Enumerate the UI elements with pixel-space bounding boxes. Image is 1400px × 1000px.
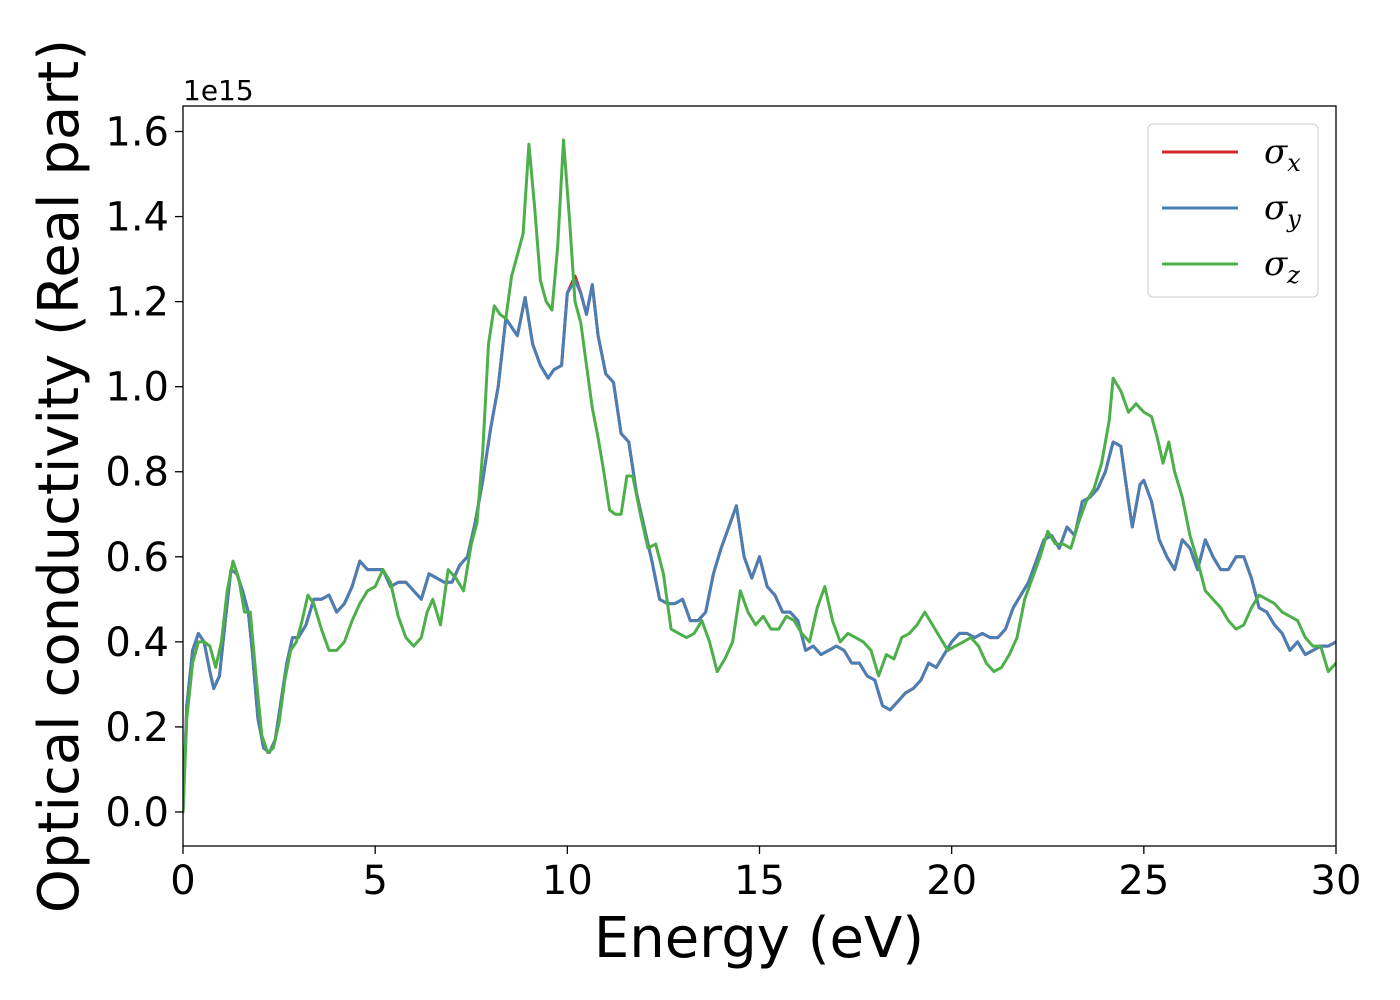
y-axis-title: Optical conductivity (Real part) bbox=[27, 39, 92, 913]
y-axis: 0.0 0.2 0.4 0.6 0.8 1.0 1.2 1.4 1.6 bbox=[105, 110, 183, 836]
series-line-z bbox=[183, 138, 1336, 814]
legend-label-y: σy bbox=[1264, 188, 1301, 233]
x-tick-label: 20 bbox=[926, 858, 977, 904]
y-axis-offset-label: 1e15 bbox=[183, 74, 254, 107]
x-tick-label: 10 bbox=[542, 858, 593, 904]
legend: σx σy σz bbox=[1147, 123, 1319, 298]
x-axis: 0 5 10 15 20 25 30 bbox=[170, 846, 1361, 904]
legend-label-z: σz bbox=[1264, 244, 1300, 289]
legend-frame bbox=[1147, 123, 1319, 298]
x-tick-label: 25 bbox=[1118, 858, 1169, 904]
legend-label-x: σx bbox=[1264, 132, 1301, 177]
x-tick-label: 0 bbox=[170, 858, 195, 904]
y-tick-label: 1.0 bbox=[105, 365, 169, 411]
y-tick-label: 0.2 bbox=[105, 705, 169, 751]
y-tick-label: 0.0 bbox=[105, 790, 169, 836]
y-tick-label: 0.8 bbox=[105, 450, 169, 496]
series-line-y bbox=[183, 278, 1336, 814]
series-group bbox=[183, 138, 1336, 814]
y-tick-label: 0.4 bbox=[105, 620, 169, 666]
y-tick-label: 1.6 bbox=[105, 110, 169, 156]
x-tick-label: 15 bbox=[734, 858, 785, 904]
y-tick-label: 1.4 bbox=[105, 195, 169, 241]
y-tick-label: 1.2 bbox=[105, 280, 169, 326]
x-tick-label: 30 bbox=[1311, 858, 1362, 904]
y-tick-label: 0.6 bbox=[105, 535, 169, 581]
x-axis-title: Energy (eV) bbox=[594, 906, 924, 971]
x-tick-label: 5 bbox=[362, 858, 387, 904]
